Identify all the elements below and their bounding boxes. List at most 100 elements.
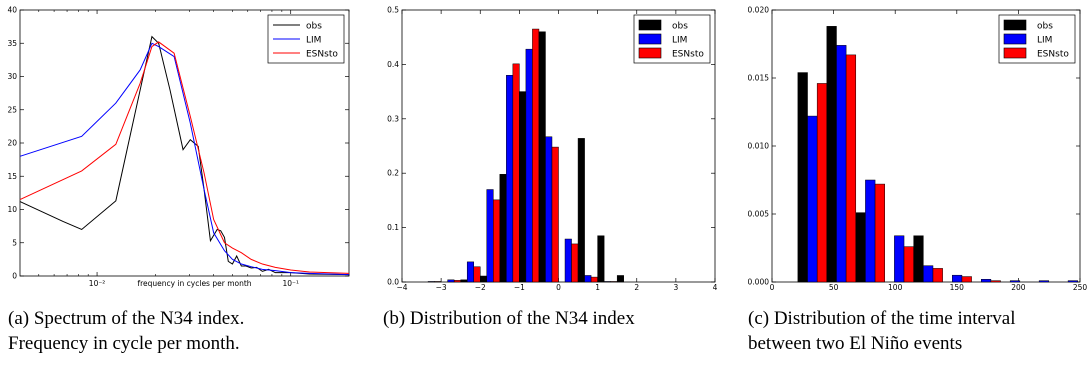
panel-c-bar-obs	[826, 26, 837, 283]
panel-a-xtick-label: 10⁻¹	[282, 279, 299, 288]
caption-c: (c) Distribution of the time interval be…	[748, 306, 1088, 356]
panel-b-bar-lim	[466, 261, 474, 283]
panel-b-bar-obs	[499, 174, 507, 283]
panel-b-xtick-label: −1	[514, 283, 525, 290]
panel-b-bar-obs	[480, 275, 488, 283]
panel-a-legend-label-obs: obs	[306, 22, 322, 32]
panel-c-bar-esnsto	[990, 280, 1001, 283]
panel-b-xtick-label: −3	[436, 283, 447, 290]
panel-b-xtick-label: 3	[673, 283, 678, 290]
panel-b-bar-lim	[545, 136, 553, 283]
panel-b-xtick-label: −2	[475, 283, 486, 290]
panel-a-ytick-label: 25	[7, 105, 17, 114]
panel-c-ytick-label: 0.010	[748, 142, 770, 151]
panel-c-xtick-label: 150	[950, 283, 965, 290]
panel-a-ytick-label: 20	[7, 139, 17, 148]
panel-c-bar-esnsto	[932, 268, 943, 283]
panel-b-bar-lim	[486, 189, 494, 283]
panel-a-series-lim	[19, 42, 350, 276]
panel-c-bar-lim	[807, 115, 818, 283]
panel-b-bar-lim	[447, 279, 455, 283]
panel-b-legend-swatch-obs	[638, 19, 662, 31]
panel-b-bar-esnsto	[571, 243, 579, 283]
panel-c-xtick-label: 50	[829, 283, 839, 290]
panel-b-legend-swatch-lim	[638, 33, 662, 45]
panel-b-legend-swatch-esnsto	[638, 47, 662, 59]
panel-c-legend-label-obs: obs	[1037, 22, 1053, 32]
panel-b-bar-lim	[564, 238, 572, 283]
panel-b-bar-esnsto	[590, 276, 598, 283]
panel-b-bar-esnsto	[473, 266, 481, 283]
panel-c-bar-lim	[923, 265, 934, 283]
panel-a-xtick-label: 10⁻²	[89, 279, 106, 288]
panel-c-bar-lim	[1067, 280, 1078, 283]
caption-b: (b) Distribution of the N34 index	[383, 306, 703, 331]
panel-c-legend-swatch-lim	[1003, 33, 1027, 45]
panel-b-bar-obs	[577, 138, 585, 283]
caption-a-line-1: (a) Spectrum of the N34 index.	[8, 308, 245, 329]
panel-c-ytick-label: 0.020	[748, 6, 770, 15]
panel-c-bar-lim	[980, 279, 992, 283]
panel-b-bar-lim	[584, 275, 592, 283]
panel-a-legend-label-lim: LIM	[306, 36, 321, 46]
panel-c-legend-swatch-esnsto	[1003, 47, 1027, 59]
panel-a-ytick-label: 10	[7, 205, 17, 214]
panel-c-bar-esnsto	[816, 83, 828, 283]
panel-c-bar-obs	[913, 235, 924, 283]
panel-b-bar-lim	[525, 48, 533, 283]
panel-c-bar-esnsto	[961, 276, 972, 283]
panel-b-ytick-label: 0.0	[387, 278, 399, 287]
panel-b-bar-obs	[519, 91, 527, 283]
panel-b-ytick-label: 0.2	[387, 169, 399, 178]
panel-b-bar-obs	[460, 279, 468, 283]
panel-b-bar-lim	[603, 281, 611, 283]
panel-c-bar-lim	[894, 235, 905, 283]
panel-c-xtick-label: 100	[888, 283, 903, 290]
panel-c-ytick-label: 0.005	[748, 210, 770, 219]
panel-a-legend-label-esnsto: ESNsto	[306, 50, 338, 60]
panel-c-legend-swatch-obs	[1003, 19, 1027, 31]
caption-a-line-2: Frequency in cycle per month.	[8, 333, 240, 354]
panel-c-legend-label-lim: LIM	[1037, 36, 1052, 46]
panel-c-bar-lim	[865, 179, 876, 283]
panel-c-bar-esnsto	[845, 54, 857, 283]
panel-c-xtick-label: 250	[1073, 283, 1088, 290]
panel-b-ytick-label: 0.5	[387, 6, 399, 15]
panel-b-bar-lim	[427, 281, 435, 283]
panel-a-ytick-label: 30	[7, 72, 17, 81]
panel-c-bar-lim	[1038, 280, 1050, 283]
panel-c-bar-obs	[797, 72, 808, 283]
panel-b-legend-label-lim: LIM	[672, 36, 687, 46]
panel-b-ytick-label: 0.4	[387, 60, 399, 69]
panel-a-series-obs	[19, 35, 350, 276]
panel-c-bar-lim	[952, 274, 963, 283]
panel-a-series-esnsto	[19, 41, 350, 274]
caption-c-line-2: between two El Niño events	[748, 333, 963, 354]
panel-b-xtick-label: 0	[556, 283, 561, 290]
panel-b-bar-esnsto	[493, 199, 501, 283]
panel-a-ytick-label: 35	[7, 39, 17, 48]
caption-a: (a) Spectrum of the N34 index. Frequency…	[8, 306, 353, 356]
panel-a-ytick-label: 15	[7, 172, 17, 181]
panel-b-xtick-label: 4	[713, 283, 718, 290]
panel-a-ytick-label: 0	[12, 272, 17, 281]
caption-c-line-1: (c) Distribution of the time interval	[748, 308, 1016, 329]
panel-b-xtick-label: −4	[396, 283, 407, 290]
panel-b-bar-esnsto	[434, 281, 442, 283]
panel-b-bar-esnsto	[610, 281, 618, 283]
panel-c-ytick-label: 0.015	[748, 74, 770, 83]
panel-b-legend-label-esnsto: ESNsto	[672, 50, 704, 60]
panel-b-bar-esnsto	[551, 146, 559, 283]
panel-c-xtick-label: 200	[1011, 283, 1026, 290]
panel-c-bar-esnsto	[874, 183, 885, 283]
panel-b-ytick-label: 0.3	[387, 114, 399, 123]
panel-b-bar-obs	[597, 235, 605, 283]
panel-a-xlabel: frequency in cycles per month	[137, 279, 251, 288]
panel-c-bar-obs	[855, 212, 866, 283]
panel-b-bar-obs	[616, 275, 624, 283]
panel-a-ytick-label: 40	[7, 6, 17, 15]
panel-b-bar-esnsto	[532, 28, 540, 283]
panel-b-bar-esnsto	[453, 280, 461, 283]
panel-c-bar-lim	[836, 45, 847, 283]
